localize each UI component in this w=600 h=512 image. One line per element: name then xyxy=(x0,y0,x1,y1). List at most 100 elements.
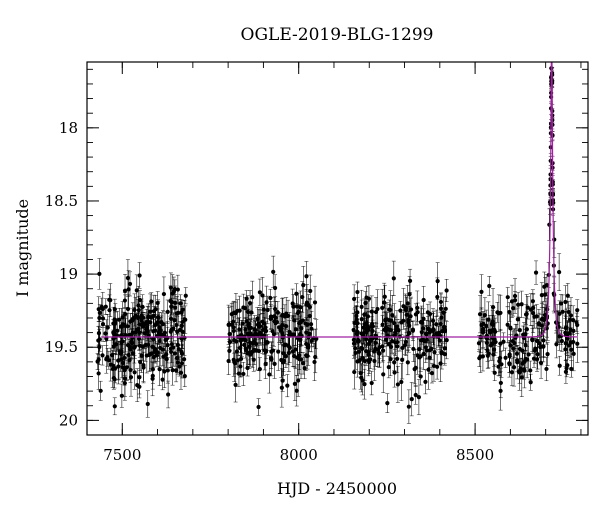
data-point xyxy=(275,310,280,315)
data-point xyxy=(407,278,413,283)
data-point xyxy=(498,341,503,346)
data-point xyxy=(292,381,297,386)
data-point xyxy=(382,300,387,305)
data-point xyxy=(547,222,552,227)
data-point xyxy=(490,335,495,340)
data-point xyxy=(145,401,150,407)
data-point xyxy=(542,284,547,289)
data-point xyxy=(403,339,408,345)
data-point xyxy=(485,353,490,358)
data-point xyxy=(569,347,574,352)
data-point xyxy=(100,316,106,321)
data-point xyxy=(405,360,410,365)
data-point xyxy=(280,312,285,318)
data-point xyxy=(115,328,120,333)
data-point xyxy=(363,300,368,306)
data-point xyxy=(432,350,437,355)
data-point xyxy=(571,317,576,323)
data-point xyxy=(122,381,127,386)
data-point xyxy=(165,342,170,348)
data-point xyxy=(169,300,174,305)
data-point xyxy=(126,287,131,292)
data-point xyxy=(386,327,391,332)
data-point xyxy=(487,283,492,289)
data-point xyxy=(498,388,503,393)
data-point xyxy=(537,341,542,346)
data-point xyxy=(505,295,510,300)
data-point xyxy=(132,370,137,375)
data-point xyxy=(360,378,365,383)
data-point xyxy=(128,375,134,380)
data-point xyxy=(144,320,149,325)
data-point xyxy=(180,351,185,356)
data-point xyxy=(136,336,142,341)
data-point xyxy=(383,318,388,323)
y-tick-label: 19 xyxy=(59,265,78,283)
data-point xyxy=(249,310,254,315)
y-tick-label: 19.5 xyxy=(45,338,78,356)
data-point xyxy=(120,360,126,366)
data-point xyxy=(280,360,286,365)
data-point xyxy=(173,305,178,310)
data-point xyxy=(372,358,377,364)
data-point xyxy=(140,304,145,309)
data-point xyxy=(380,322,385,327)
data-point xyxy=(380,348,386,353)
data-point xyxy=(309,326,314,331)
data-point xyxy=(550,45,554,49)
data-point xyxy=(354,313,359,319)
data-point xyxy=(520,348,525,353)
data-point xyxy=(304,274,309,279)
data-point xyxy=(278,328,283,333)
data-point xyxy=(153,328,158,333)
data-point xyxy=(248,325,253,330)
data-point xyxy=(132,307,137,313)
data-point xyxy=(174,322,179,328)
data-point xyxy=(269,349,274,354)
data-point xyxy=(292,318,297,323)
data-point xyxy=(479,289,484,294)
data-point xyxy=(431,327,436,333)
data-point xyxy=(526,352,531,357)
data-point xyxy=(550,53,554,57)
data-point xyxy=(539,344,544,349)
data-point xyxy=(98,388,103,393)
data-point xyxy=(563,369,569,374)
data-point xyxy=(362,382,367,387)
data-point xyxy=(235,308,240,314)
data-point xyxy=(575,341,580,346)
data-point xyxy=(509,370,515,375)
data-point xyxy=(153,322,158,327)
data-point xyxy=(571,351,576,356)
data-point xyxy=(304,302,309,307)
data-point xyxy=(407,292,412,297)
data-point xyxy=(519,375,524,380)
data-point xyxy=(539,323,544,328)
data-point xyxy=(164,357,169,362)
data-point xyxy=(353,350,358,356)
data-point xyxy=(413,365,418,370)
data-point xyxy=(165,368,170,373)
data-point xyxy=(507,309,512,315)
data-point xyxy=(429,371,435,376)
data-point xyxy=(294,388,299,393)
data-point xyxy=(140,344,145,349)
data-point xyxy=(97,344,102,350)
data-point xyxy=(268,314,274,319)
data-point xyxy=(271,269,276,274)
data-point xyxy=(435,294,440,300)
data-point xyxy=(557,269,562,275)
data-point xyxy=(168,285,173,290)
data-point xyxy=(268,295,273,301)
data-point xyxy=(290,349,295,354)
data-point xyxy=(411,346,416,352)
data-point xyxy=(523,312,529,317)
data-point xyxy=(226,358,231,364)
data-point xyxy=(560,309,565,314)
data-point xyxy=(180,307,185,312)
data-point xyxy=(503,355,508,360)
data-point xyxy=(183,293,188,298)
data-point xyxy=(137,384,142,389)
data-point xyxy=(137,330,142,335)
data-point xyxy=(139,318,144,323)
